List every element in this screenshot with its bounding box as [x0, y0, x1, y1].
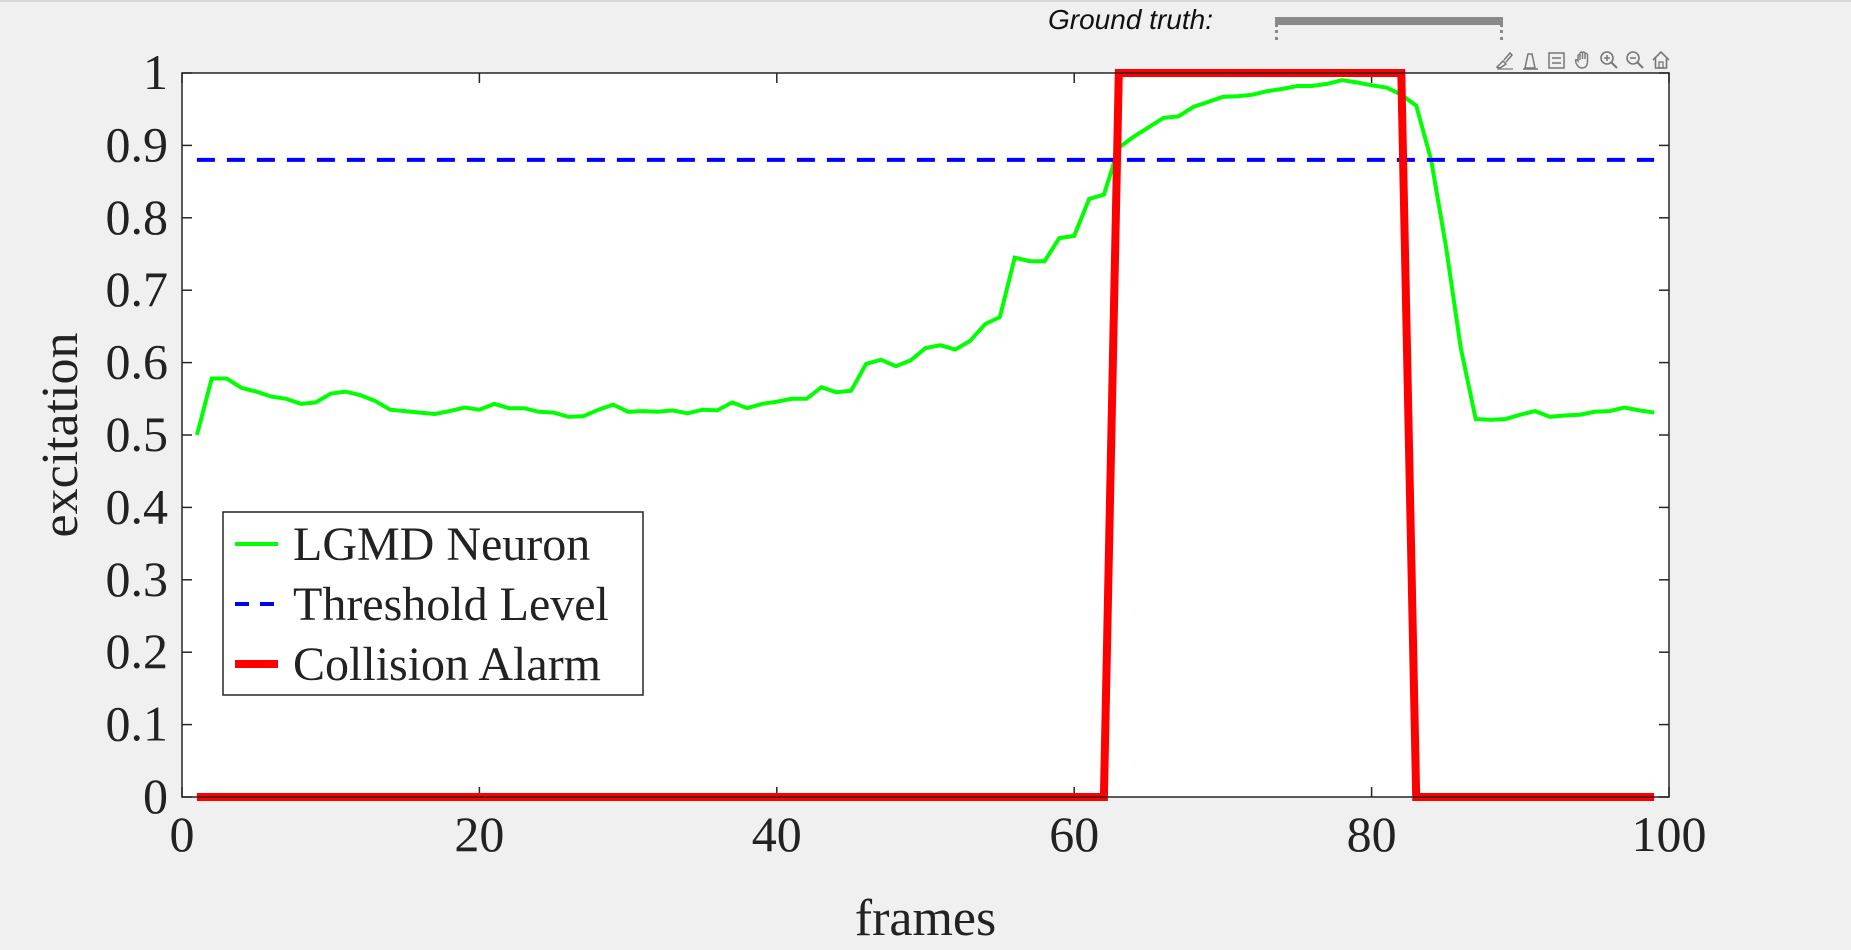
- y-tick-label: 0.4: [106, 478, 169, 534]
- ground-truth-range: [1275, 17, 1503, 25]
- legend-label: LGMD Neuron: [293, 518, 590, 571]
- legend-label: Collision Alarm: [293, 638, 601, 691]
- zoom-in-icon[interactable]: [1597, 48, 1621, 72]
- y-tick-label: 0.1: [106, 696, 169, 752]
- x-tick-label: 20: [454, 806, 504, 862]
- x-axis-label: frames: [855, 890, 996, 947]
- y-tick-label: 0: [143, 768, 168, 824]
- legend-icon[interactable]: [1545, 48, 1569, 72]
- ground-truth-end-tick: [1500, 17, 1503, 40]
- x-tick-label: 80: [1347, 806, 1397, 862]
- legend-items: LGMD Neuron Threshold Level Collision Alar…: [235, 518, 609, 691]
- home-icon[interactable]: [1649, 48, 1673, 72]
- pan-icon[interactable]: [1571, 48, 1595, 72]
- zoom-out-icon[interactable]: [1623, 48, 1647, 72]
- y-tick-label: 0.2: [106, 623, 169, 679]
- y-tick-label: 0.7: [106, 261, 169, 317]
- x-tick-label: 0: [170, 806, 195, 862]
- x-tick-label: 60: [1049, 806, 1099, 862]
- x-tick-label: 100: [1632, 806, 1707, 862]
- axes-toolbar: [1493, 48, 1673, 72]
- legend-box: [222, 511, 644, 696]
- tick-labels: 0 20 40 60 80 10000.10.20.30.40.50.60.70.80.9…: [106, 44, 1707, 862]
- y-axis-label: excitation: [32, 332, 89, 537]
- x-tick-label: 40: [752, 806, 802, 862]
- legend[interactable]: LGMD Neuron Threshold Level Collision Alar…: [222, 511, 644, 696]
- axes-box: [181, 72, 1670, 798]
- y-tick-label: 0.3: [106, 551, 169, 607]
- top-border: [0, 0, 1851, 2]
- brush-icon[interactable]: [1493, 48, 1517, 72]
- y-tick-label: 0.9: [106, 116, 169, 172]
- ground-truth-bar: [1275, 17, 1503, 40]
- y-tick-label: 0.6: [106, 334, 169, 390]
- legend-label: Threshold Level: [293, 578, 609, 631]
- y-tick-label: 0.8: [106, 189, 169, 245]
- y-tick-label: 1: [143, 44, 168, 100]
- series-line-0: [194, 78, 1655, 436]
- datatip-icon[interactable]: [1519, 48, 1543, 72]
- ground-truth-label: Ground truth:: [1048, 4, 1213, 35]
- ground-truth-start-tick: [1275, 17, 1278, 40]
- y-tick-label: 0.5: [106, 406, 169, 462]
